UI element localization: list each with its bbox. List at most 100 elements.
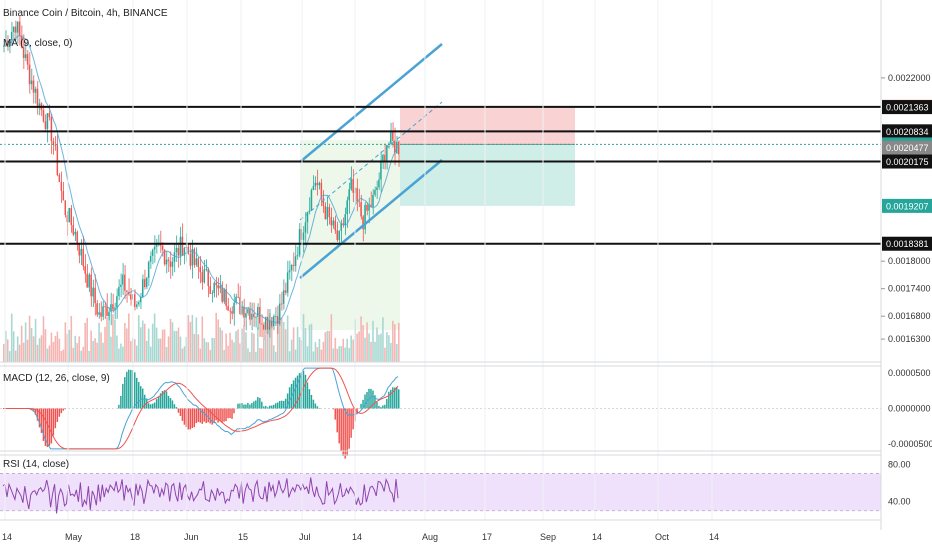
volume-bar: [255, 351, 257, 362]
channel-lower-line: [299, 159, 443, 279]
macd-histogram-bar: [36, 408, 39, 421]
candle: [257, 307, 259, 317]
volume-bar: [237, 329, 239, 362]
price-tag-label: 0.0020175: [886, 157, 929, 167]
rsi-pane[interactable]: [0, 473, 881, 514]
macd-histogram-bar: [207, 408, 209, 423]
price-pane[interactable]: [0, 15, 881, 362]
ma-legend[interactable]: MA (9, close, 0): [3, 38, 73, 49]
volume-bar: [163, 329, 166, 362]
volume-bar: [384, 347, 386, 362]
volume-bar: [370, 341, 372, 362]
candle: [227, 306, 229, 311]
candle: [380, 160, 382, 180]
candle: [304, 222, 307, 233]
volume-bar: [197, 334, 200, 362]
volume-bar: [171, 322, 174, 362]
candle: [90, 274, 92, 297]
volume-bar: [320, 349, 323, 362]
candle: [114, 307, 116, 310]
time-axis-label: May: [65, 532, 83, 542]
volume-bar: [175, 330, 178, 362]
candle: [10, 31, 13, 41]
volume-bar: [62, 349, 65, 362]
rsi-tick-label: 80.00: [888, 459, 911, 469]
macd-histogram-bar: [306, 382, 309, 409]
volume-bar: [179, 336, 182, 362]
macd-histogram-bar: [314, 403, 317, 409]
volume-bar: [205, 342, 208, 362]
volume-bar: [102, 342, 104, 362]
candle: [235, 296, 237, 303]
candle: [102, 306, 104, 317]
macd-histogram-bar: [372, 390, 374, 409]
candle: [124, 274, 126, 291]
volume-bar: [120, 343, 122, 362]
candle: [396, 141, 398, 154]
volume-bar: [302, 314, 305, 362]
volume-bar: [68, 329, 71, 362]
macd-histogram-bar: [382, 405, 384, 409]
macd-histogram-bar: [191, 408, 194, 429]
candle: [104, 306, 106, 308]
macd-legend[interactable]: MACD (12, 26, close, 9): [3, 373, 110, 384]
macd-histogram-bar: [261, 401, 263, 409]
volume-bar: [183, 346, 186, 362]
candle: [26, 54, 29, 65]
macd-histogram-bar: [378, 405, 380, 409]
candle: [50, 117, 53, 142]
volume-bar: [167, 336, 170, 362]
candle: [139, 296, 142, 303]
volume-bar: [322, 341, 325, 362]
candle: [96, 303, 98, 315]
macd-histogram-bar: [300, 372, 303, 409]
volume-bar: [185, 336, 188, 362]
candle: [237, 296, 239, 298]
macd-histogram-bar: [241, 403, 243, 409]
volume-bar: [314, 342, 317, 362]
candle: [318, 182, 321, 186]
volume-bar: [352, 339, 354, 362]
macd-histogram-bar: [143, 394, 146, 409]
macd-histogram-bar: [187, 408, 190, 430]
time-axis-label: Oct: [655, 532, 670, 542]
candle: [233, 302, 235, 314]
macd-histogram-bar: [274, 403, 277, 409]
volume-bar: [282, 321, 285, 362]
macd-histogram-bar: [388, 391, 390, 409]
price-tick-label: 0.0022000: [888, 73, 931, 83]
candle: [126, 290, 128, 292]
candle: [330, 217, 333, 226]
macd-histogram-bar: [265, 405, 267, 409]
price-tag: [882, 198, 932, 213]
candle: [185, 246, 188, 249]
candle: [167, 259, 170, 262]
candle: [390, 132, 392, 144]
macd-histogram-bar: [159, 393, 162, 409]
rsi-legend[interactable]: RSI (14, close): [3, 459, 70, 470]
volume-bar: [316, 347, 319, 362]
volume-bar: [229, 332, 231, 362]
macd-pane[interactable]: [0, 367, 881, 459]
candle: [86, 273, 88, 288]
macd-histogram-bar: [352, 408, 354, 430]
volume-bar: [292, 327, 295, 362]
candle: [183, 248, 186, 256]
price-tag: [882, 236, 932, 251]
candle: [36, 88, 39, 107]
time-axis-label: 14: [592, 532, 602, 542]
macd-histogram-bar: [243, 404, 245, 409]
candle: [137, 302, 140, 305]
volume-bar: [261, 348, 263, 362]
macd-histogram-bar: [384, 404, 386, 409]
candle: [251, 313, 253, 320]
volume-bar: [249, 351, 251, 362]
macd-histogram-bar: [370, 388, 372, 409]
candle: [362, 216, 364, 230]
volume-bar: [348, 347, 350, 362]
volume-bar: [124, 323, 126, 362]
volume-bar: [296, 326, 299, 362]
macd-histogram-bar: [189, 408, 192, 430]
volume-bar: [52, 341, 55, 362]
